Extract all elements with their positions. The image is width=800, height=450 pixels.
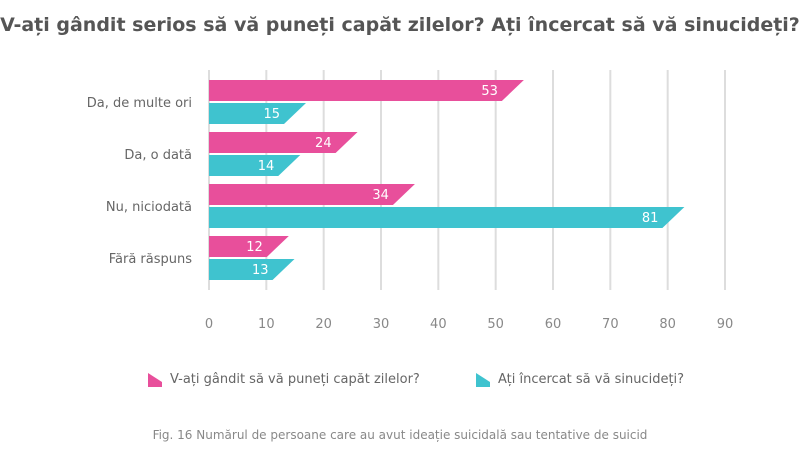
data-label: 12 [246, 240, 263, 255]
legend-marker-teal [476, 372, 490, 387]
x-tick-label: 0 [205, 317, 213, 332]
bar [209, 80, 524, 101]
legend-item-attempt: Ați încercat să vă sinucideți? [476, 372, 684, 387]
legend-item-ideation: V-ați gândit să vă puneți capăt zilelor? [148, 372, 420, 387]
bar [209, 236, 289, 257]
x-tick-label: 90 [717, 317, 734, 332]
x-tick-label: 10 [258, 317, 275, 332]
category-label: Da, o dată [124, 148, 192, 163]
x-tick-label: 50 [487, 317, 504, 332]
category-label: Da, de multe ori [87, 96, 192, 111]
x-tick-label: 80 [659, 317, 676, 332]
x-tick-label: 20 [315, 317, 332, 332]
bar [209, 155, 301, 176]
chart-title: V-ați gândit serios să vă puneți capăt z… [0, 14, 800, 36]
gridlines [208, 70, 726, 290]
data-label: 34 [372, 188, 389, 203]
legend-label-ideation: V-ați gândit să vă puneți capăt zilelor? [170, 372, 420, 387]
x-tick-label: 70 [602, 317, 619, 332]
data-label: 53 [481, 84, 498, 99]
category-label: Fără răspuns [109, 252, 193, 267]
bar [209, 259, 295, 280]
data-label: 15 [263, 107, 280, 122]
data-label: 81 [642, 211, 659, 226]
legend: V-ați gândit să vă puneți capăt zilelor?… [0, 372, 800, 396]
category-label: Nu, niciodată [106, 200, 192, 215]
data-label: 13 [252, 263, 269, 278]
x-tick-label: 30 [373, 317, 390, 332]
bar [209, 184, 415, 205]
bar [209, 103, 306, 124]
bar [209, 132, 358, 153]
figure-caption: Fig. 16 Numărul de persoane care au avut… [152, 428, 648, 442]
x-tick-label: 40 [430, 317, 447, 332]
legend-label-attempt: Ați încercat să vă sinucideți? [498, 372, 685, 387]
x-axis-ticks: 0 10 20 30 40 50 60 70 80 90 [205, 317, 733, 332]
x-tick-label: 60 [545, 317, 562, 332]
legend-marker-pink [148, 372, 162, 387]
data-label: 14 [258, 159, 275, 174]
data-label: 24 [315, 136, 332, 151]
category-labels: Da, de multe ori Da, o dată Nu, niciodată F… [87, 96, 193, 267]
bar [209, 207, 685, 228]
bars: 53 15 24 14 34 81 12 13 [209, 80, 685, 280]
